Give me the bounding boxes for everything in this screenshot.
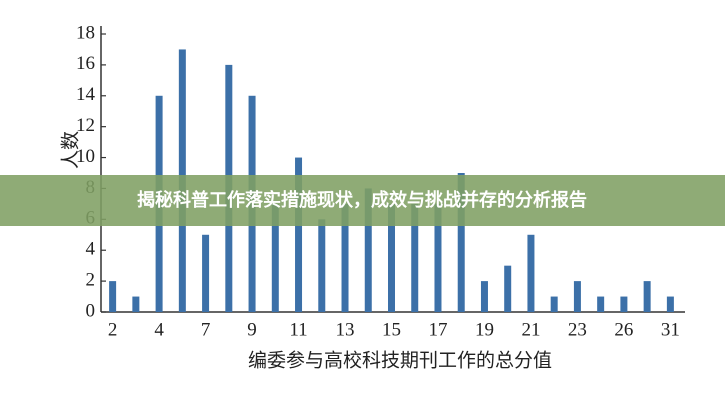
- bar: [480, 281, 488, 312]
- bar: [597, 296, 605, 312]
- bar: [132, 296, 140, 312]
- x-tick-label: 23: [568, 319, 587, 340]
- bar: [202, 234, 210, 312]
- x-tick-label: 7: [201, 319, 211, 340]
- y-tick-label: 16: [76, 53, 95, 74]
- bar: [341, 203, 349, 312]
- x-tick-label: 4: [154, 319, 164, 340]
- bar: [388, 203, 395, 312]
- x-tick-label: 9: [247, 319, 257, 340]
- bar: [620, 296, 628, 312]
- y-tick-label: 4: [86, 239, 96, 260]
- bar: [364, 188, 372, 312]
- x-tick-label: 31: [661, 319, 680, 340]
- bar: [643, 281, 651, 312]
- banner: [0, 175, 725, 226]
- x-tick-label: 15: [382, 319, 401, 340]
- y-tick-label: 14: [76, 84, 96, 105]
- x-tick-label: 13: [336, 319, 355, 340]
- x-tick-label: 11: [289, 319, 307, 340]
- y-tick-label: 2: [86, 269, 96, 290]
- x-tick-label: 2: [108, 319, 118, 340]
- y-axis-label: 人数: [59, 131, 81, 169]
- bar: [271, 203, 279, 312]
- bar: [573, 281, 581, 312]
- bar: [318, 219, 326, 312]
- banner-title: 揭秘科普工作落实措施现状，成效与挑战并存的分析报告: [137, 189, 587, 211]
- bar: [109, 281, 117, 312]
- y-tick-label: 0: [86, 300, 96, 321]
- y-tick-label: 12: [76, 115, 95, 136]
- y-tick-label: 18: [76, 22, 95, 43]
- bar: [666, 296, 674, 312]
- bar: [295, 157, 303, 312]
- x-tick-label: 19: [475, 319, 494, 340]
- x-tick-label: 26: [614, 319, 633, 340]
- bar: [504, 265, 512, 312]
- y-tick-label: 10: [76, 146, 95, 167]
- x-tick-label: 17: [428, 319, 447, 340]
- bar: [550, 296, 558, 312]
- bar: [527, 234, 535, 312]
- x-tick-label: 21: [521, 319, 540, 340]
- bar: [457, 173, 465, 312]
- bar: [434, 203, 442, 312]
- bar: [411, 203, 419, 312]
- x-axis-label: 编委参与高校科技期刊工作的总分值: [248, 349, 552, 371]
